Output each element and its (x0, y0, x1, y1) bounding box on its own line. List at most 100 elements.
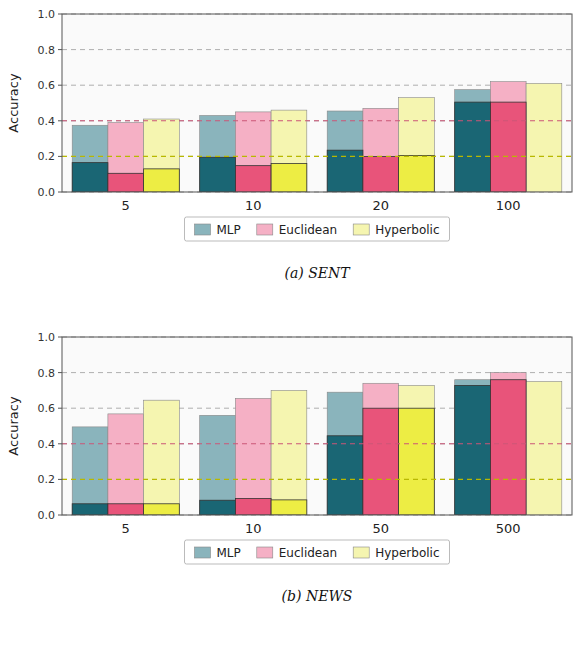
y-tick-label: 0.2 (38, 150, 56, 163)
bar (271, 390, 307, 515)
legend-label: Hyperbolic (375, 546, 439, 560)
y-tick-label: 1.0 (38, 331, 56, 344)
x-tick-label: 10 (245, 521, 262, 536)
legend-frame (185, 540, 450, 564)
bar (72, 125, 108, 192)
bar (108, 414, 144, 515)
y-axis-label: Accuracy (6, 396, 21, 456)
grid-line (62, 443, 572, 444)
panel: 0.00.20.40.60.81.0Accuracy51020100MLPEuc… (6, 8, 572, 281)
legend-label: MLP (217, 223, 241, 237)
y-tick-label: 0.4 (38, 438, 56, 451)
legend-item: Hyperbolic (353, 546, 439, 560)
bar (490, 82, 526, 192)
bar (399, 385, 435, 515)
legend-label: Hyperbolic (375, 223, 439, 237)
x-tick-label: 5 (122, 521, 130, 536)
reference-lines (62, 121, 572, 157)
y-tick-label: 0.4 (38, 115, 56, 128)
y-tick-label: 0.2 (38, 473, 56, 486)
y-tick (58, 337, 62, 338)
legend-item: Hyperbolic (353, 223, 439, 237)
bar (399, 98, 435, 192)
y-tick (58, 14, 62, 15)
bar (72, 427, 108, 515)
legend-label: Euclidean (279, 223, 337, 237)
legend-label: Euclidean (279, 546, 337, 560)
bar-inner (271, 500, 307, 515)
bar (526, 83, 562, 192)
y-axis-label: Accuracy (6, 73, 21, 133)
grid (62, 337, 572, 515)
reference-line (62, 443, 572, 444)
y-tick (58, 49, 62, 50)
y-tick (58, 156, 62, 157)
bar (144, 400, 180, 515)
y-tick-label: 0.6 (38, 402, 56, 415)
legend-swatch (195, 224, 211, 235)
legend-item: MLP (195, 223, 241, 237)
y-tick (58, 515, 62, 516)
bar-inner (72, 163, 108, 192)
reference-line (62, 479, 572, 480)
y-tick-label: 0.8 (38, 367, 56, 380)
x-tick-label: 5 (122, 198, 130, 213)
reference-line (62, 120, 572, 121)
reference-lines (62, 444, 572, 480)
y-tick (58, 85, 62, 86)
page: {"chart_data": [ {"type": "bar", "title"… (0, 0, 584, 646)
legend: MLP Euclidean Hyperbolic (185, 540, 450, 564)
bar (235, 398, 271, 515)
frame (62, 337, 572, 515)
bar-inner (455, 385, 491, 515)
bar-inner (235, 498, 271, 515)
panel: 0.00.20.40.60.81.0Accuracy51050500MLPEuc… (6, 331, 572, 604)
plot-area (62, 337, 572, 515)
bar (327, 111, 363, 192)
legend-item: Euclidean (257, 546, 337, 560)
x-axis: 51050500 (122, 521, 521, 536)
bar (327, 392, 363, 515)
y-tick (58, 443, 62, 444)
bar-inner (399, 156, 435, 192)
bar (271, 110, 307, 192)
bar-inner (399, 408, 435, 515)
legend-item: Euclidean (257, 223, 337, 237)
x-tick-label: 20 (372, 198, 389, 213)
legend-swatch (257, 224, 273, 235)
frame (62, 14, 572, 192)
y-tick-label: 0.6 (38, 79, 56, 92)
bar (200, 115, 236, 192)
y-axis: 0.00.20.40.60.81.0 (38, 331, 63, 522)
bar-inner (363, 408, 399, 515)
bar-inner (200, 500, 236, 515)
bar-inner (200, 157, 236, 192)
bar-inner (455, 102, 491, 192)
y-tick (58, 479, 62, 480)
bar (108, 123, 144, 192)
grid-line (62, 156, 572, 157)
legend-swatch (353, 224, 369, 235)
caption: (a) SENT (284, 265, 351, 281)
x-tick-label: 50 (372, 521, 389, 536)
legend-label: MLP (217, 546, 241, 560)
legend-frame (185, 217, 450, 241)
y-tick (58, 408, 62, 409)
bar-inner (72, 504, 108, 515)
bar (200, 415, 236, 515)
bar-inner (108, 173, 144, 192)
x-axis: 51020100 (122, 198, 521, 213)
y-tick (58, 120, 62, 121)
y-axis: 0.00.20.40.60.81.0 (38, 8, 63, 199)
grid-line (62, 120, 572, 121)
bar-inner (108, 504, 144, 515)
bar-inner (490, 102, 526, 192)
legend: MLP Euclidean Hyperbolic (185, 217, 450, 241)
grid-line (62, 479, 572, 480)
bar-inner (144, 504, 180, 515)
bar (144, 119, 180, 192)
bar (455, 380, 491, 515)
y-tick (58, 192, 62, 193)
bar-inner (363, 156, 399, 192)
x-tick-label: 100 (496, 198, 521, 213)
